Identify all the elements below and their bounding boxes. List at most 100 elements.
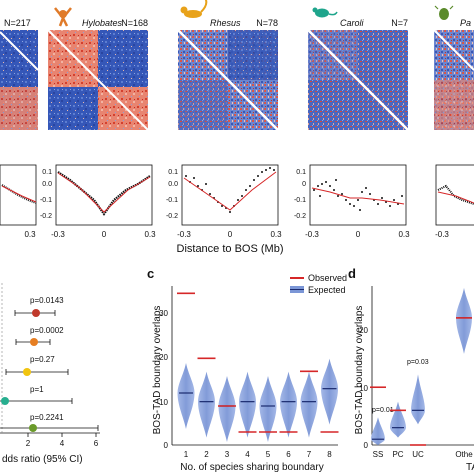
profile-2-frame [181, 164, 279, 226]
panel-c-xtick-3: 3 [225, 450, 230, 459]
profile-3-ytick-1: 0 [302, 181, 306, 188]
violin-c-body-7 [300, 371, 318, 438]
profile-1-points [57, 171, 151, 216]
panel-d: d BOS-TAD boundary overlaps 0 10 20 p=0.… [348, 266, 474, 473]
violin-d-body-Othe [456, 287, 472, 354]
panel-c-xtick-2: 2 [204, 450, 209, 459]
profile-3-frame [309, 164, 407, 226]
violin-c-2 [197, 357, 216, 438]
profile-2-xtick-1: 0 [228, 230, 233, 239]
profile-3-xtick-0: -0.3 [305, 230, 319, 239]
forest-xtick-2: 6 [94, 439, 99, 448]
profile-0-fit [1, 185, 37, 203]
panel-c-xtick-5: 5 [266, 450, 271, 459]
panel-c-ytick-0: 0 [164, 441, 169, 450]
profile-3-fit [311, 187, 405, 205]
violin-c-5 [259, 376, 277, 442]
panel-c-ylabel: BOS-TAD boundary overlaps [152, 306, 163, 435]
panel-d-ylabel: BOS-TAD boundary overlaps [354, 306, 365, 435]
profile-3-scatter [313, 179, 403, 211]
violin-d-body-SS [371, 417, 385, 446]
profile-2-ytick-0: 0.1 [168, 169, 178, 176]
heatmap-panel-4: Pa [433, 5, 474, 130]
profile-3-ytick-0: 0.1 [296, 169, 306, 176]
panel-c-ytick-1: 10 [159, 398, 168, 407]
panel-d-pvalue-0: p=0.01 [372, 407, 394, 414]
panel-c-xtick-7: 7 [307, 450, 312, 459]
forest-row-1: p=0.0002 [15, 326, 64, 346]
violin-d-body-PC [390, 401, 406, 438]
panel-d-letter: d [348, 266, 356, 281]
forest-row-0: p=0.0143 [14, 296, 64, 317]
heatmap-3-species: Caroli [340, 18, 365, 28]
profile-2-fit [183, 171, 277, 211]
forest-pvalue-1: p=0.0002 [30, 326, 64, 335]
forest-pvalue-0: p=0.0143 [30, 296, 64, 305]
violin-d-Othe [456, 287, 472, 354]
heatmap-4-species: Pa [460, 18, 471, 28]
panel-c-xtick-6: 6 [286, 450, 291, 459]
violin-c-body-2 [198, 371, 215, 438]
mouse-icon [312, 7, 338, 18]
forest-xlabel: dds ratio (95% CI) [2, 454, 83, 465]
forest-point-1 [30, 338, 38, 346]
panel-c: c BOS-TAD boundary overlaps 0 10 20 30 O… [147, 266, 347, 473]
violin-c-body-6 [280, 371, 297, 438]
profile-panel-0: 0.3 [0, 164, 37, 239]
forest-row-4: p=0.2241 [0, 413, 99, 432]
heatmap-row: N=217 Hylobates N=168 [0, 0, 474, 131]
heatmap-4-red [434, 80, 474, 130]
legend-observed: Observed [308, 273, 347, 283]
panel-c-xtick-4: 4 [245, 450, 250, 459]
profile-panel-1: 0.1 0.0 -0.1 -0.2 -0.3 0 0.3 [40, 164, 156, 239]
violin-c-6 [279, 371, 298, 438]
forest-pvalue-4: p=0.2241 [30, 413, 64, 422]
panel-d-ytick-1: 10 [359, 384, 368, 393]
panel-d-ytick-2: 20 [359, 326, 368, 335]
profile-2-xtick-2: 0.3 [270, 230, 282, 239]
heatmap-panel-caroli: Caroli N=7 [307, 7, 409, 131]
heatmap-0-diagonal [0, 31, 39, 71]
profile-4-fit [437, 191, 474, 204]
heatmap-1-species: Hylobates [82, 18, 123, 28]
profile-row: 0.3 0.1 0.0 -0.1 -0.2 -0.3 0 0.3 0.1 0.0… [0, 164, 474, 255]
violin-c-1 [177, 292, 195, 429]
heatmap-0-n: N=217 [4, 18, 31, 28]
legend-expected: Expected [308, 285, 346, 295]
profile-0-xtick: 0.3 [24, 230, 36, 239]
heatmap-2-blue [228, 30, 278, 80]
profile-3-xtick-1: 0 [356, 230, 361, 239]
forest-plot: 2 4 6 dds ratio (95% CI) p=0.0143 p=0.00… [0, 283, 100, 465]
profile-1-ytick-1: 0.0 [42, 181, 52, 188]
violin-d-UC [410, 374, 426, 446]
heatmap-1-blue-bl [48, 87, 98, 130]
violin-d-PC [390, 401, 406, 438]
beetle-icon [434, 5, 454, 20]
heatmap-2-mixed [178, 80, 228, 130]
profile-4-frame [435, 164, 474, 226]
forest-point-4 [29, 424, 37, 432]
heatmap-4-diagonal [433, 29, 474, 71]
profile-1-ytick-3: -0.2 [40, 213, 52, 220]
violin-c-4 [238, 371, 257, 438]
profile-1-xtick-2: 0.3 [144, 230, 156, 239]
profile-0-frame [0, 164, 37, 226]
panel-c-xtick-1: 1 [184, 450, 189, 459]
forest-point-3 [1, 397, 9, 405]
panel-c-ytick-2: 20 [159, 353, 168, 362]
panel-d-xtick-PC: PC [392, 450, 403, 459]
forest-row-2: p=0.27 [5, 355, 69, 376]
heatmap-2-species: Rhesus [210, 18, 241, 28]
panel-d-xlabel: TA [466, 462, 474, 473]
profile-1-frame [55, 164, 153, 226]
profile-4-points [437, 184, 474, 205]
profile-4-xtick: -0.3 [435, 230, 449, 239]
violin-d-SS [370, 386, 386, 446]
violin-c-7 [300, 370, 318, 438]
profile-2-xtick-0: -0.3 [177, 230, 191, 239]
profile-panel-4: -0.3 [435, 164, 474, 239]
profile-3-xtick-2: 0.3 [398, 230, 410, 239]
forest-xtick-1: 4 [60, 439, 65, 448]
violin-c-body-1 [177, 363, 195, 429]
